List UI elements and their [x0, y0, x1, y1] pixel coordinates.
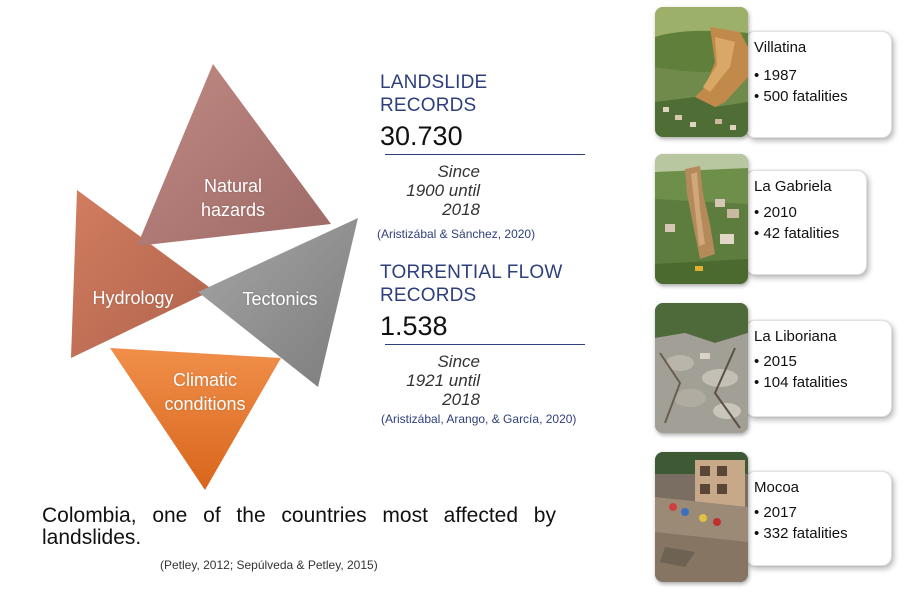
villatina-landslide-photo — [655, 7, 748, 137]
event-name: Mocoa — [754, 479, 800, 496]
la-gabriela-landslide-photo — [655, 154, 748, 284]
event-year: • 1987 — [754, 67, 797, 84]
event-name: La Gabriela — [754, 178, 832, 195]
summary-citation: (Petley, 2012; Sepúlveda & Petley, 2015) — [160, 558, 378, 572]
landslide-records-period: Since 1900 until 2018 — [406, 162, 480, 219]
natural-hazards-triangle — [137, 64, 331, 246]
landslide-records-divider — [385, 154, 585, 155]
event-fatalities: • 42 fatalities — [754, 225, 840, 242]
hazard-triangles-diagram — [71, 64, 358, 490]
torrential-flow-records-citation: (Aristizábal, Arango, & García, 2020) — [381, 412, 577, 426]
hydrology-triangle — [71, 190, 213, 358]
event-details: • 1987 • 500 fatalities — [754, 65, 848, 107]
climatic-conditions-triangle — [110, 348, 281, 490]
event-card-la-liboriana: La Liboriana • 2015 • 104 fatalities — [745, 320, 892, 417]
torrential-flow-records-value: 1.538 — [380, 311, 448, 341]
landslide-records-citation: (Aristizábal & Sánchez, 2020) — [377, 227, 536, 241]
la-liboriana-debris-photo — [655, 303, 748, 433]
event-card-villatina: Villatina • 1987 • 500 fatalities — [745, 31, 892, 138]
event-year: • 2017 — [754, 504, 797, 521]
event-year: • 2015 — [754, 353, 797, 370]
tectonics-label: Tectonics — [242, 289, 318, 309]
event-name: La Liboriana — [754, 328, 837, 345]
event-fatalities: • 104 fatalities — [754, 374, 848, 391]
event-card-la-gabriela: La Gabriela • 2010 • 42 fatalities — [745, 170, 867, 275]
mocoa-flood-photo — [655, 452, 748, 582]
torrential-flow-records-period: Since 1921 until 2018 — [406, 352, 480, 409]
event-year: • 2010 — [754, 204, 797, 221]
climatic-conditions-label: Climatic conditions — [164, 370, 246, 414]
natural-hazards-label: Natural hazards — [200, 176, 266, 220]
hydrology-label: Hydrology — [92, 288, 174, 308]
landslide-records-title: LANDSLIDE RECORDS — [380, 72, 488, 116]
landslide-records-value: 30.730 — [380, 121, 463, 151]
summary-statement: Colombia, one of the countries most affe… — [42, 504, 556, 549]
tectonics-triangle — [198, 218, 358, 387]
torrential-flow-records-divider — [385, 344, 585, 345]
event-fatalities: • 500 fatalities — [754, 88, 848, 105]
torrential-flow-records-title: TORRENTIAL FLOW RECORDS — [380, 262, 563, 306]
event-details: • 2017 • 332 fatalities — [754, 502, 848, 544]
event-name: Villatina — [754, 39, 807, 56]
event-details: • 2010 • 42 fatalities — [754, 202, 839, 244]
event-details: • 2015 • 104 fatalities — [754, 351, 848, 393]
event-fatalities: • 332 fatalities — [754, 525, 848, 542]
event-card-mocoa: Mocoa • 2017 • 332 fatalities — [745, 471, 892, 566]
